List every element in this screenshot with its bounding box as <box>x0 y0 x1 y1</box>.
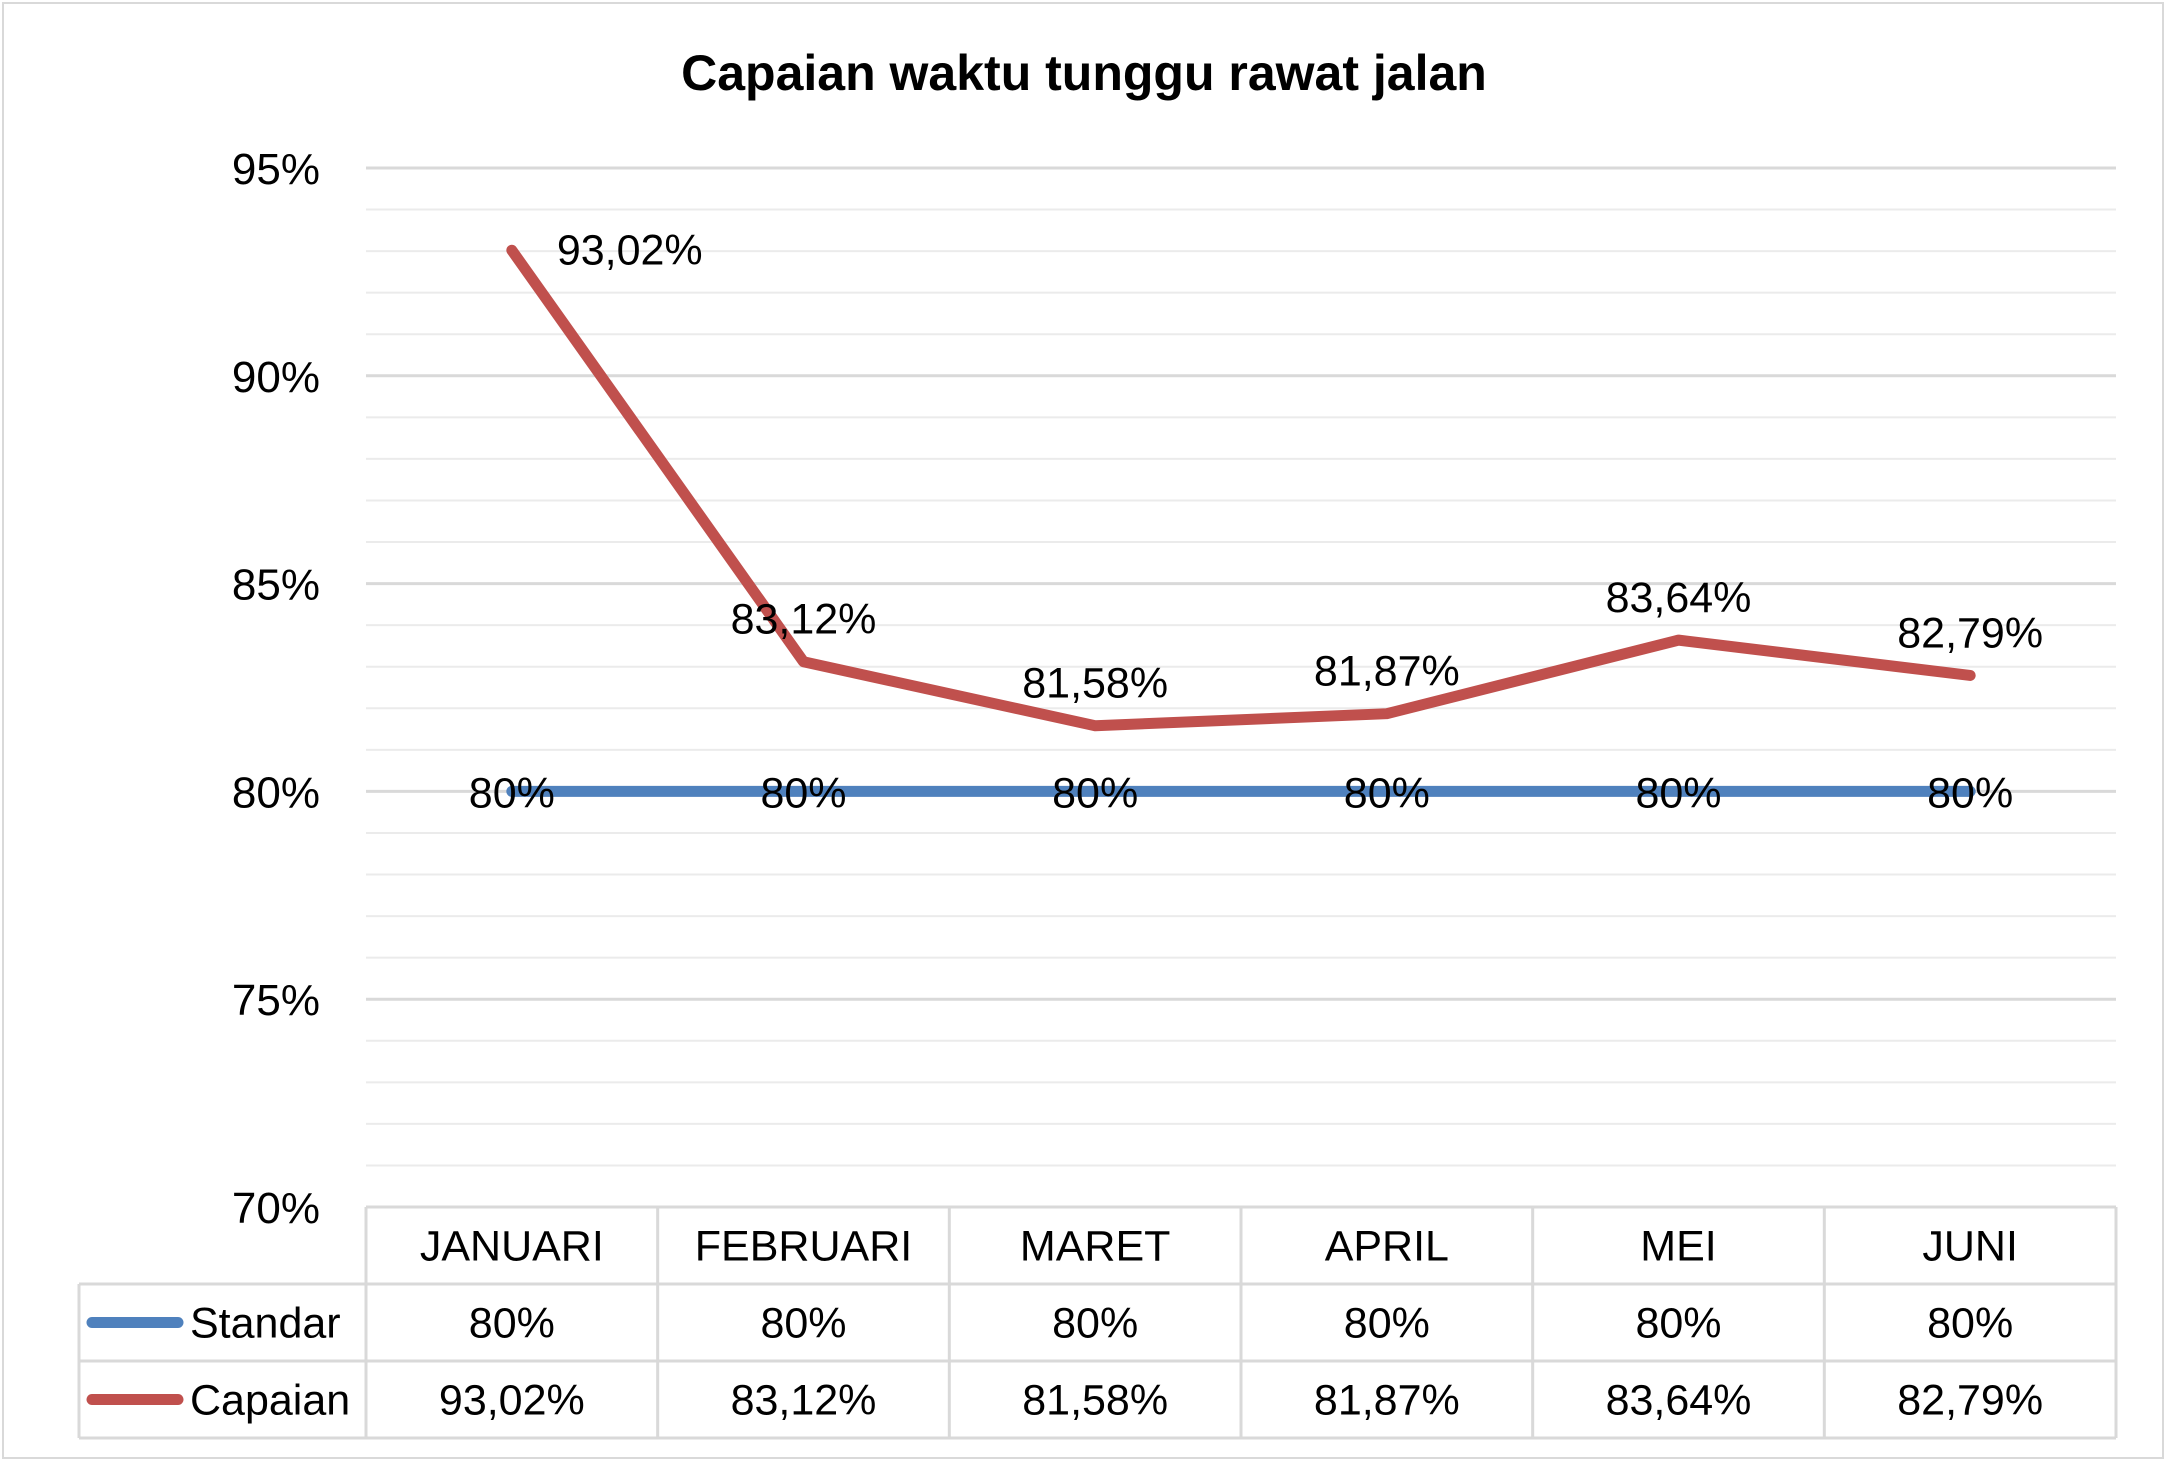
table-cell-standar: 80% <box>1052 1300 1138 1348</box>
series-line-capaian <box>506 244 1976 732</box>
data-label-capaian: 83,64% <box>1606 574 1752 622</box>
data-label-standar: 80% <box>760 769 846 817</box>
y-tick-label: 90% <box>232 353 320 402</box>
legend-label-standar: Standar <box>190 1300 341 1348</box>
data-label-capaian: 93,02% <box>557 226 703 274</box>
category-label: JANUARI <box>420 1223 604 1271</box>
data-label-standar: 80% <box>1052 769 1138 817</box>
data-label-standar: 80% <box>1635 769 1721 817</box>
table-cell-standar: 80% <box>1635 1300 1721 1348</box>
data-label-standar: 80% <box>1344 769 1430 817</box>
data-label-capaian: 83,12% <box>731 596 877 644</box>
data-label-standar: 80% <box>1927 769 2013 817</box>
legend-label-capaian: Capaian <box>190 1377 350 1425</box>
data-labels: 80% 80% 80% 80% 80% 80% 93,02% 83,12% 81,58% 81,8… <box>469 226 2043 817</box>
table-cell-capaian: 83,64% <box>1606 1377 1752 1425</box>
data-label-capaian: 81,87% <box>1314 648 1460 696</box>
data-label-capaian: 81,58% <box>1022 660 1168 708</box>
chart-title: Capaian waktu tunggu rawat jalan <box>681 45 1487 101</box>
category-label: MEI <box>1640 1223 1716 1271</box>
table-cell-capaian: 81,87% <box>1314 1377 1460 1425</box>
minor-gridlines <box>366 208 2116 1167</box>
table-cell-capaian: 82,79% <box>1897 1377 2043 1425</box>
y-tick-label: 70% <box>232 1184 320 1233</box>
table-cell-standar: 80% <box>760 1300 846 1348</box>
table-cell-capaian: 83,12% <box>731 1377 877 1425</box>
table-cell-standar: 80% <box>469 1300 555 1348</box>
y-axis-tick-labels: 95% 90% 85% 80% 75% 70% <box>232 145 320 1233</box>
category-label: APRIL <box>1325 1223 1449 1271</box>
category-label: FEBRUARI <box>695 1223 912 1271</box>
table-cell-standar: 80% <box>1927 1300 2013 1348</box>
table-cell-capaian: 81,58% <box>1022 1377 1168 1425</box>
category-label: MARET <box>1020 1223 1171 1271</box>
y-tick-label: 85% <box>232 561 320 610</box>
y-tick-label: 95% <box>232 145 320 194</box>
table-cell-standar: 80% <box>1344 1300 1430 1348</box>
category-label: JUNI <box>1922 1223 2018 1271</box>
series-lines <box>506 244 1976 797</box>
data-table: JANUARI FEBRUARI MARET APRIL MEI JUNI Standar 8… <box>77 1205 2118 1440</box>
data-label-capaian: 82,79% <box>1897 609 2043 657</box>
y-tick-label: 80% <box>232 768 320 817</box>
y-tick-label: 75% <box>232 976 320 1025</box>
table-cell-capaian: 93,02% <box>439 1377 585 1425</box>
data-label-standar: 80% <box>469 769 555 817</box>
